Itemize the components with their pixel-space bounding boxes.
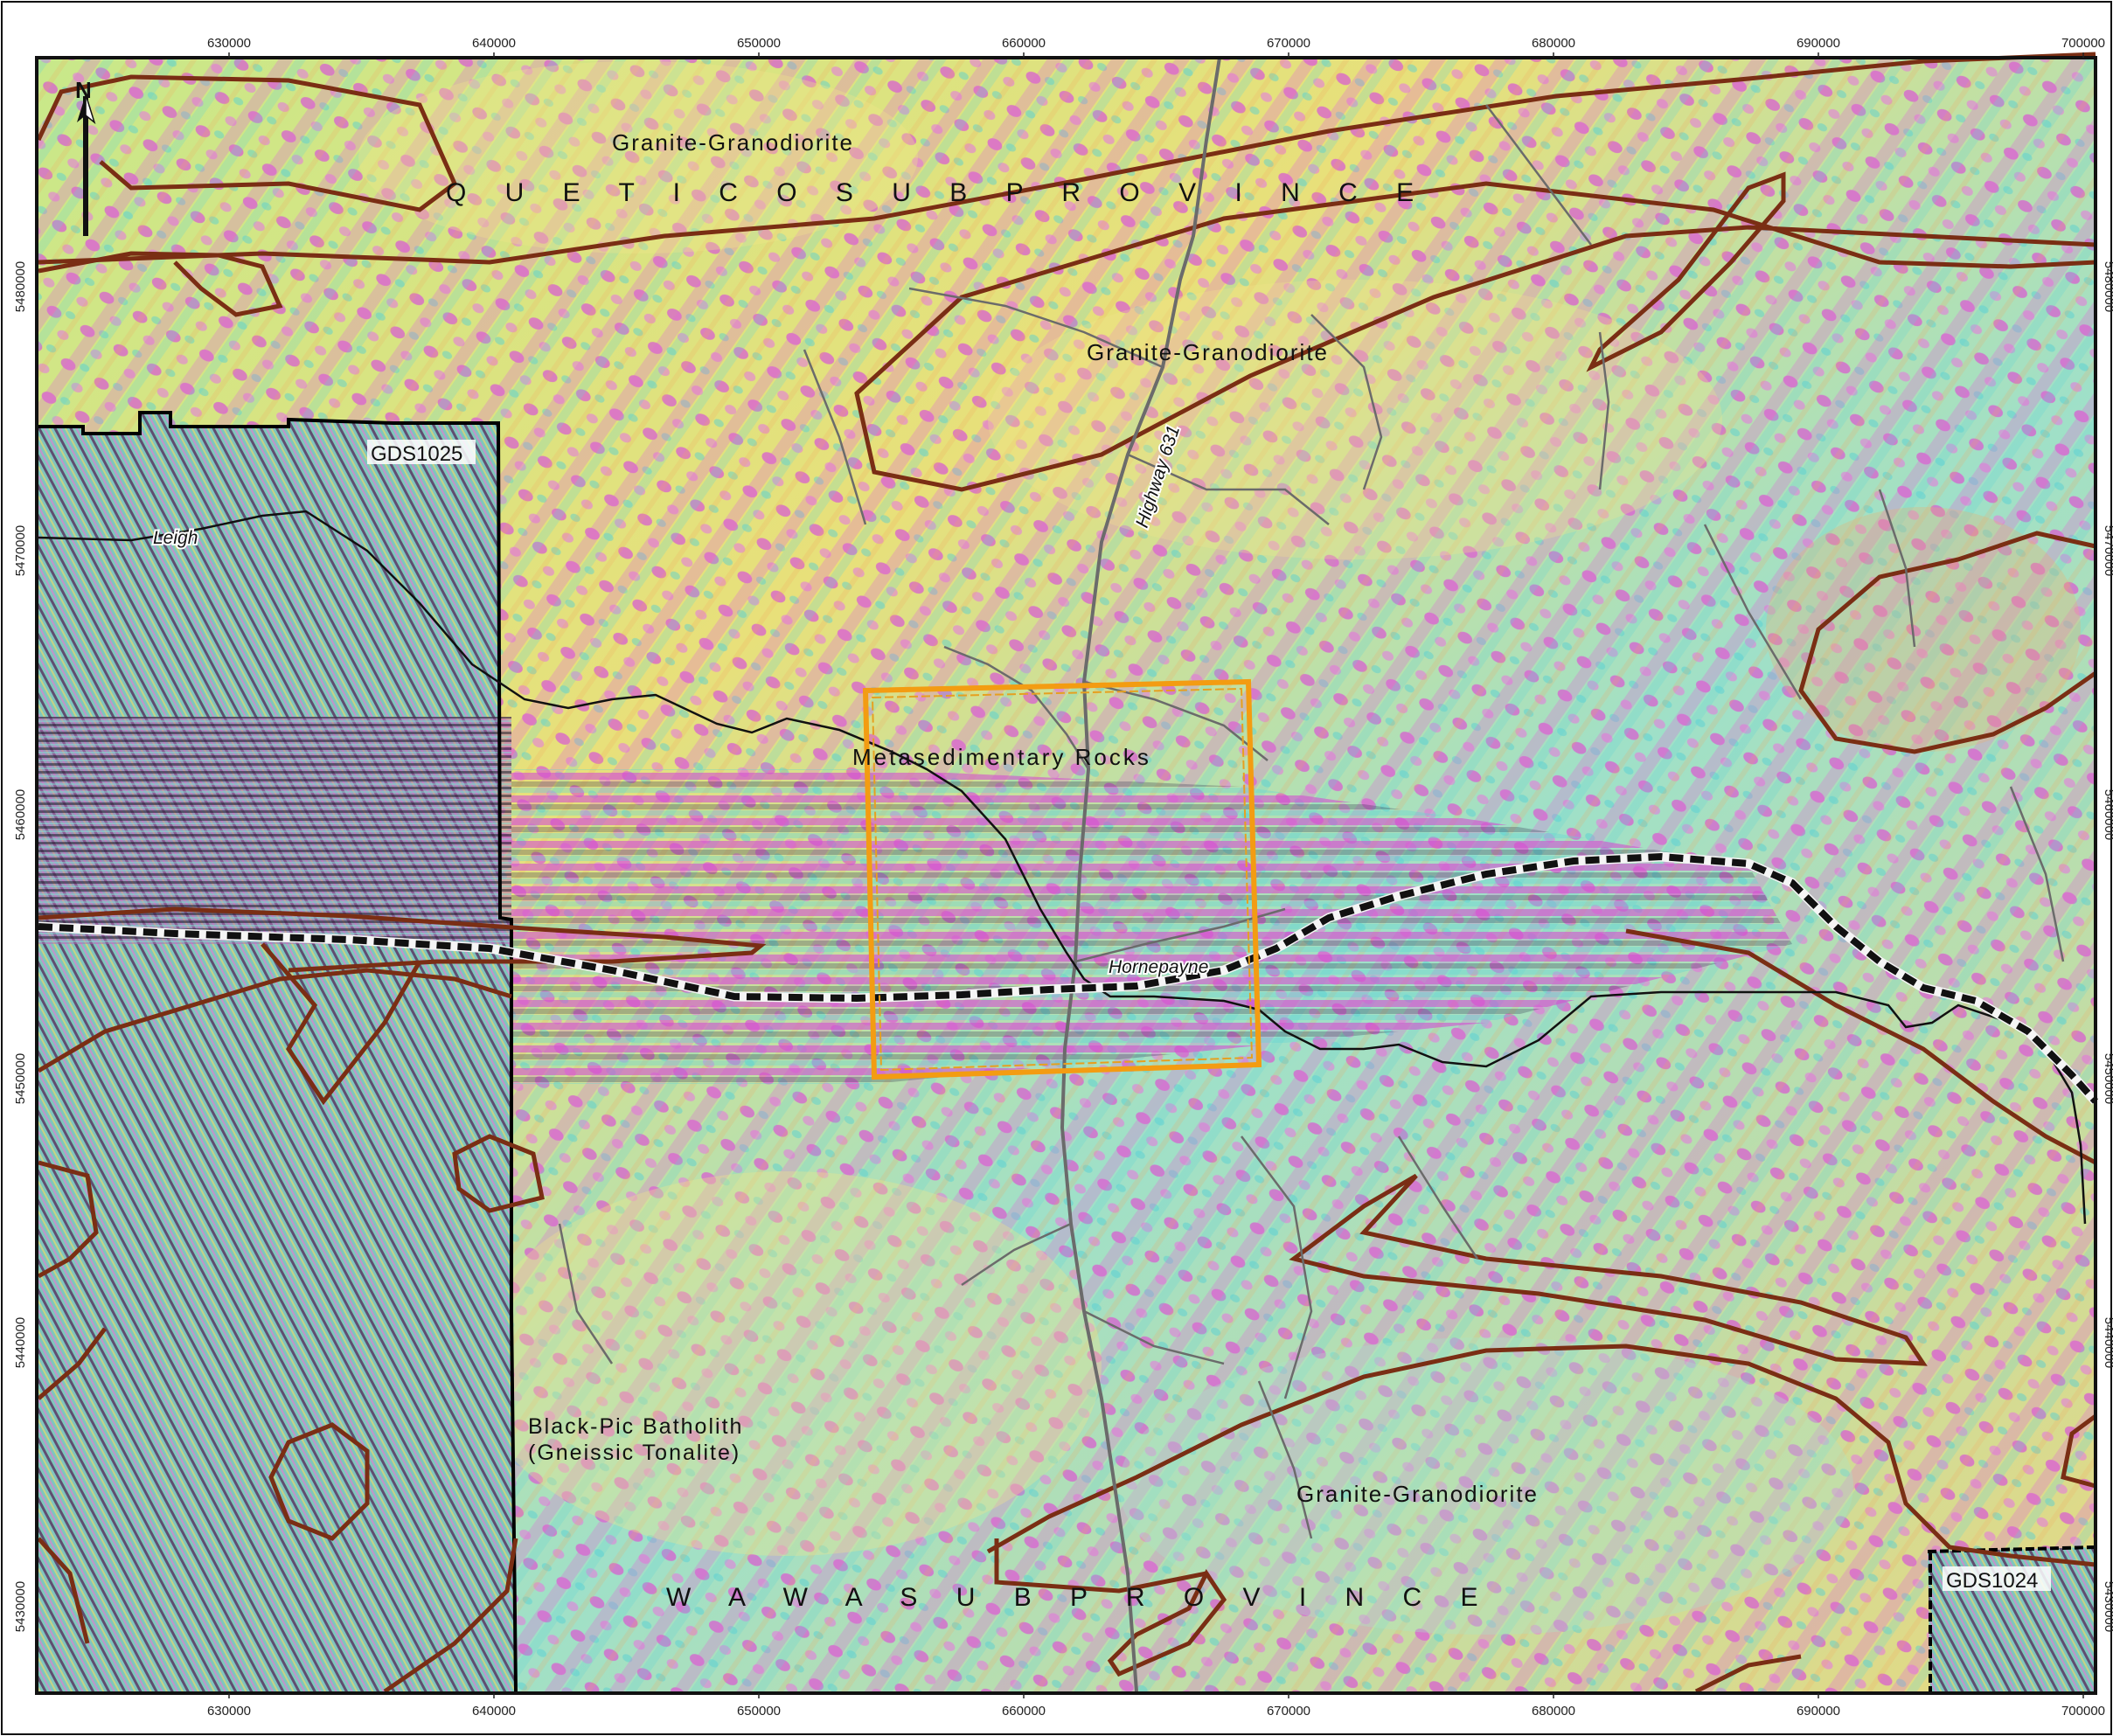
y-tick-label-right: 5480000 <box>2102 261 2113 312</box>
gds1025-label-box: GDS1025 <box>367 440 476 466</box>
x-tick-label-bottom: 680000 <box>1532 1704 1575 1719</box>
label-wawa-subprovince: W A W A S U B P R O V I N C E <box>666 1583 1494 1612</box>
x-axis-bottom: 630000 640000 650000 660000 670000 680000 6900… <box>207 1693 2105 1719</box>
label-quetico-subprovince: Q U E T I C O S U B P R O V I N C E <box>446 178 1429 207</box>
y-tick-label-right: 5440000 <box>2102 1317 2113 1368</box>
gds1025-survey-block <box>38 411 518 1692</box>
y-tick-label-left: 5430000 <box>13 1581 28 1632</box>
x-tick-label-bottom: 660000 <box>1002 1704 1046 1719</box>
x-tick-label-bottom: 650000 <box>737 1704 781 1719</box>
x-tick-label-top: 640000 <box>472 36 516 51</box>
y-tick-label-right: 5470000 <box>2102 525 2113 576</box>
x-tick-label-bottom: 630000 <box>207 1704 251 1719</box>
y-tick-label-left: 5480000 <box>13 261 28 312</box>
label-leigh: Leigh <box>153 528 198 548</box>
x-tick-label-bottom: 700000 <box>2061 1704 2105 1719</box>
label-gds1025: GDS1025 <box>371 442 462 466</box>
x-tick-label-bottom: 670000 <box>1267 1704 1310 1719</box>
map-border <box>35 56 2097 1695</box>
label-blackpic-batholith: Black-Pic Batholith <box>528 1414 743 1439</box>
geologic-contacts <box>36 52 2097 1694</box>
label-gneissic-tonalite: (Gneissic Tonalite) <box>528 1441 740 1465</box>
y-tick-label-left: 5470000 <box>13 525 28 576</box>
x-tick-label-top: 660000 <box>1002 36 1046 51</box>
y-axis-right: 5480000 5470000 5460000 5450000 5440000 54300… <box>2102 261 2113 1632</box>
x-tick-label-bottom: 640000 <box>472 1704 516 1719</box>
north-label: N <box>75 77 92 103</box>
y-tick-label-left: 5460000 <box>13 789 28 840</box>
y-tick-label-right: 5460000 <box>2102 789 2113 840</box>
north-arrow: N <box>75 77 96 236</box>
road-network <box>558 57 2065 1692</box>
y-tick-label-right: 5450000 <box>2102 1053 2113 1104</box>
x-tick-label-top: 680000 <box>1532 36 1575 51</box>
railway-line <box>38 510 2087 1225</box>
label-hornepayne: Hornepayne <box>1109 957 1208 977</box>
y-tick-label-left: 5450000 <box>13 1053 28 1104</box>
gds1024-label-box: GDS1024 <box>1943 1566 2051 1593</box>
label-leigh-halo: Leigh <box>153 528 198 548</box>
x-axis-top: 630000 640000 650000 660000 670000 680000 6900… <box>207 36 2105 58</box>
label-granite-center: Granite-Granodiorite <box>1087 339 1329 365</box>
x-tick-label-top: 650000 <box>737 36 781 51</box>
x-tick-label-bottom: 690000 <box>1797 1704 1840 1719</box>
x-tick-label-top: 700000 <box>2061 36 2105 51</box>
y-axis-left: 5480000 5470000 5460000 5450000 5440000 54300… <box>13 261 28 1632</box>
x-tick-label-top: 670000 <box>1267 36 1310 51</box>
y-tick-label-right: 5430000 <box>2102 1581 2113 1632</box>
label-granite-nw: Granite-Granodiorite <box>612 129 854 156</box>
label-metasedimentary: Metasedimentary Rocks <box>852 744 1151 770</box>
label-hornepayne-halo: Hornepayne <box>1109 957 1208 977</box>
label-granite-south: Granite-Granodiorite <box>1296 1481 1539 1507</box>
label-gds1024: GDS1024 <box>1946 1569 2038 1593</box>
major-fault-line <box>38 851 2100 1105</box>
y-tick-label-left: 5440000 <box>13 1317 28 1368</box>
x-tick-label-top: 690000 <box>1797 36 1840 51</box>
study-area-box[interactable] <box>862 678 1262 1080</box>
x-tick-label-top: 630000 <box>207 36 251 51</box>
